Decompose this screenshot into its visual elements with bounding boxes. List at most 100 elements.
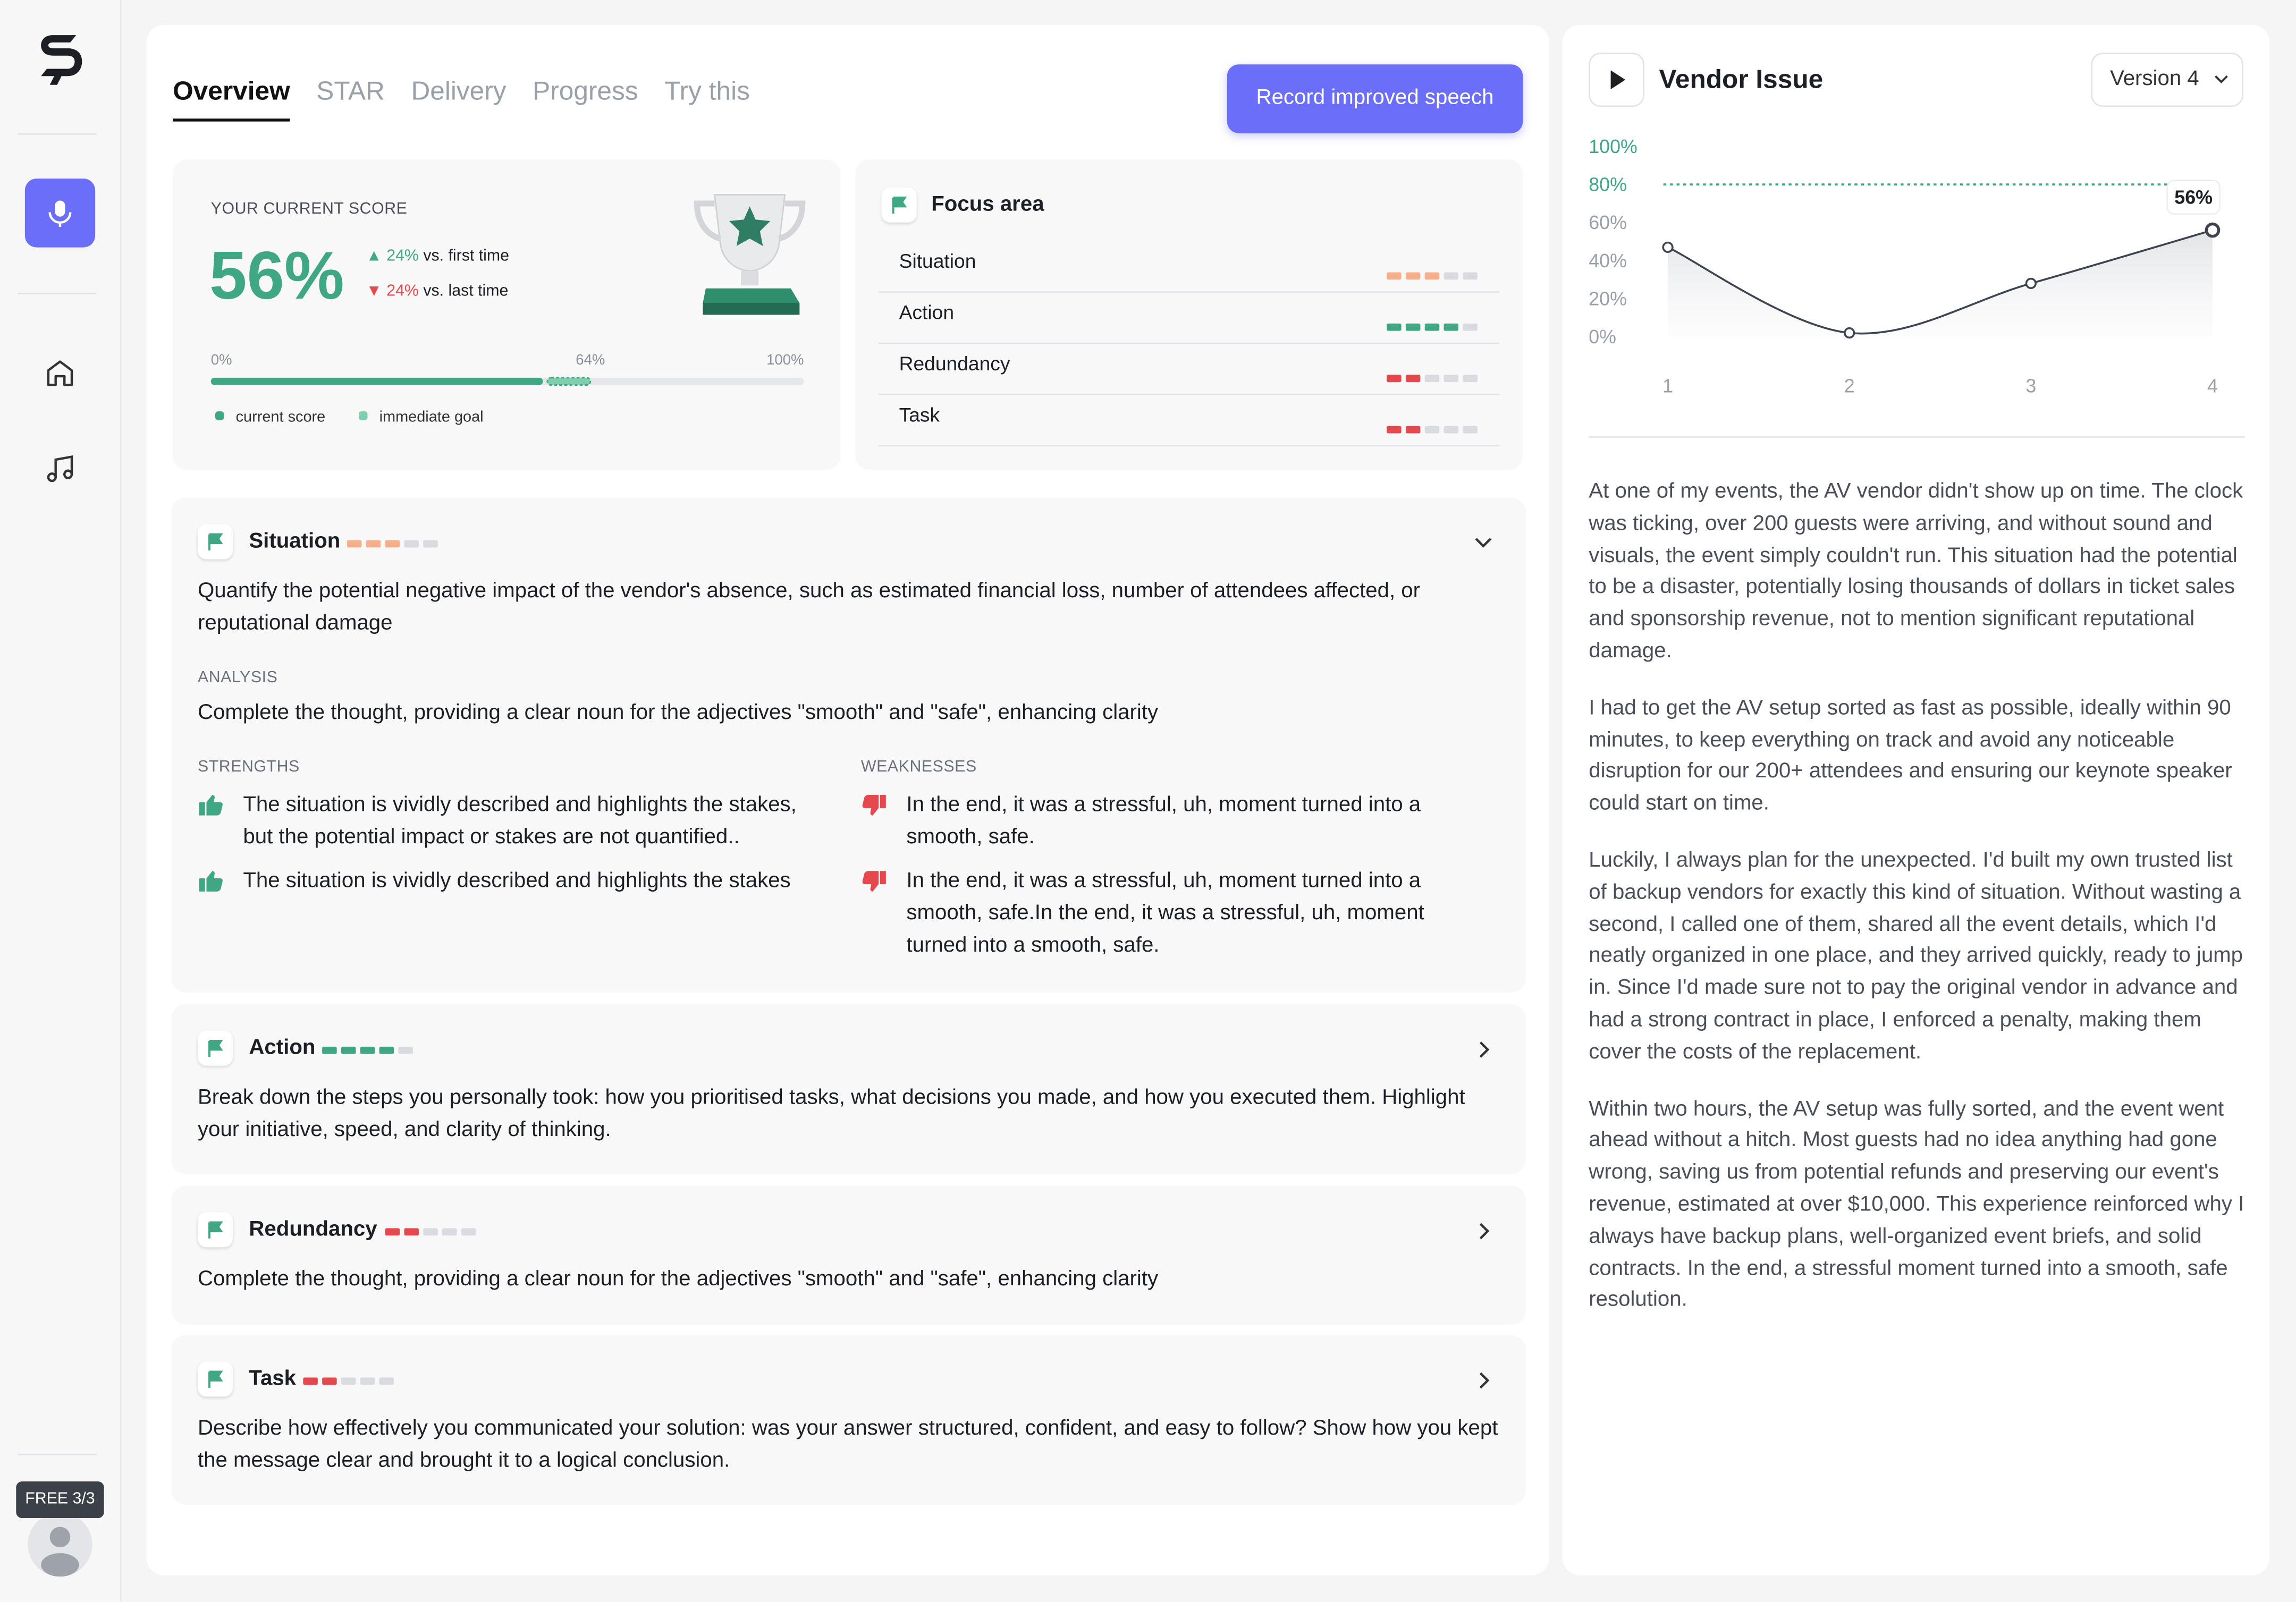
rating-segment (384, 1228, 399, 1236)
rating-segment (1387, 323, 1402, 331)
rating-segment (1405, 323, 1421, 331)
tabs: Overview STAR Delivery Progress Try this (173, 76, 750, 122)
rating-segment (460, 1228, 476, 1236)
avatar[interactable] (28, 1512, 92, 1577)
goal-bar (546, 377, 592, 386)
section-text: Quantify the potential negative impact o… (197, 580, 1421, 635)
data-point (2025, 277, 2037, 289)
focus-title: Focus area (931, 193, 1044, 217)
strength-text: The situation is vividly described and h… (243, 869, 791, 893)
rating-bar (1387, 260, 1482, 287)
home-icon[interactable] (43, 355, 78, 391)
flag-icon (881, 187, 917, 223)
rating-segment (404, 540, 420, 548)
focus-card: Focus area Situation Action Redundancy Task (855, 159, 1523, 470)
tab[interactable]: Try this (664, 76, 750, 106)
y-tick-label: 80% (1589, 174, 1627, 196)
rating-segment (403, 1228, 418, 1236)
trophy (694, 194, 806, 315)
chevron (1476, 1370, 1493, 1398)
strength-text: The situation is vividly described and h… (243, 793, 797, 849)
weaknesses-column: WEAKNESSES In the end, it was a stressful… (861, 758, 1499, 973)
rating-segment (379, 1046, 395, 1054)
x-tick-label: 4 (2207, 375, 2218, 396)
tab[interactable]: Overview (173, 76, 290, 122)
thumbs-down-icon (861, 865, 888, 962)
rating-segment (1444, 375, 1459, 383)
y-tick-label: 60% (1589, 212, 1627, 233)
rating-segment (1444, 323, 1459, 331)
section-name: Situation (249, 530, 341, 554)
feedback-item: In the end, it was a stressful, uh, mome… (861, 865, 1499, 962)
rating-segment (424, 540, 438, 548)
section-header[interactable]: Task (197, 1361, 1499, 1397)
section-header[interactable]: Situation (197, 524, 1499, 560)
tab[interactable]: STAR (316, 76, 385, 106)
rating-bar (384, 1216, 479, 1243)
mic-button[interactable] (24, 179, 96, 248)
rating-bar (1387, 312, 1482, 338)
section-header[interactable]: Redundancy (197, 1212, 1499, 1248)
flag-icon (197, 1030, 233, 1066)
divider (18, 293, 97, 294)
data-point (1844, 327, 1855, 339)
rating-segment (441, 1228, 457, 1236)
rating-segment (1444, 272, 1459, 280)
feedback-item: In the end, it was a stressful, uh, mome… (861, 789, 1499, 853)
current-score-bar (210, 377, 543, 385)
sidebar: FREE 3/3 (0, 0, 122, 1602)
music-icon[interactable] (43, 451, 78, 486)
strengths-column: STRENGTHS The situation is vividly descri… (198, 758, 861, 973)
chevron (1476, 1221, 1493, 1249)
thumbs-up-icon (198, 865, 224, 900)
rating-segment (366, 540, 382, 548)
rating-segment (1387, 272, 1402, 280)
rating-segment (1463, 272, 1478, 280)
transcript-paragraph: I had to get the AV setup sorted as fast… (1589, 696, 2232, 816)
section-text: Describe how effectively you communicate… (197, 1417, 1498, 1473)
rating-segment (360, 1046, 376, 1054)
transcript-paragraph: At one of my events, the AV vendor didn'… (1589, 480, 2243, 664)
row-divider (879, 342, 1500, 344)
y-tick-label: 40% (1589, 250, 1627, 272)
play-button[interactable] (1589, 53, 1644, 107)
rating-segment (1463, 375, 1478, 383)
bar-tick-label: 0% (211, 351, 232, 368)
version-select[interactable]: Version 4 (2091, 53, 2243, 107)
focus-item-name: Redundancy (899, 352, 1010, 375)
transcript-paragraph: Within two hours, the AV setup was fully… (1589, 1097, 2244, 1312)
vs-last-label: vs. last time (423, 282, 509, 300)
rating-segment (342, 1046, 357, 1054)
row-divider (879, 291, 1500, 293)
section-text: Break down the steps you personally took… (197, 1086, 1465, 1142)
focus-item-name: Task (899, 404, 940, 426)
analysis-text: Complete the thought, providing a clear … (197, 701, 1159, 725)
vs-last: ▼ 24% vs. last time (366, 282, 509, 300)
rating-segment (1387, 426, 1402, 434)
section-text: Complete the thought, providing a clear … (197, 1267, 1159, 1291)
y-tick-label: 0% (1589, 326, 1616, 347)
flag-icon (197, 524, 233, 560)
section-card: Task Describe how effectively you communi… (171, 1335, 1526, 1505)
rating-segment (303, 1377, 318, 1385)
vs-first-value: 24% (386, 247, 419, 265)
rating-bar (1387, 363, 1482, 389)
thumbs-up-icon (198, 789, 224, 853)
bar-tick-label: 64% (576, 351, 605, 368)
tab[interactable]: Progress (533, 76, 638, 106)
rating-segment (1405, 272, 1421, 280)
vs-first: ▲ 24% vs. first time (366, 247, 509, 265)
weaknesses-label: WEAKNESSES (860, 758, 977, 776)
tab[interactable]: Delivery (411, 76, 507, 106)
record-button[interactable]: Record improved speech (1227, 64, 1523, 133)
logo[interactable] (35, 29, 85, 88)
section-header[interactable]: Action (197, 1030, 1499, 1066)
rating-segment (1405, 426, 1421, 434)
focus-item-name: Situation (899, 250, 976, 273)
rating-segment (1424, 426, 1440, 434)
rating-bar (348, 529, 443, 555)
rating-segment (1387, 375, 1402, 383)
flag-icon (197, 1212, 233, 1248)
